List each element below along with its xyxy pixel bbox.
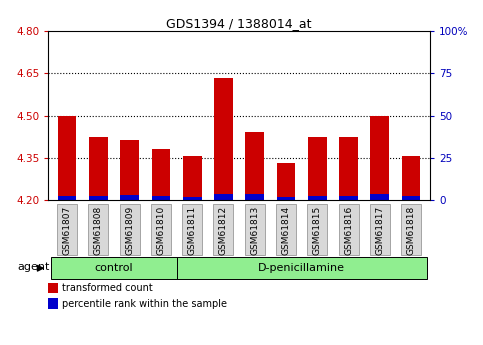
Bar <box>214 78 233 200</box>
Bar <box>48 298 58 309</box>
Text: GSM61817: GSM61817 <box>375 206 384 255</box>
Bar <box>48 283 58 293</box>
Text: GSM61812: GSM61812 <box>219 206 228 255</box>
Text: GSM61810: GSM61810 <box>156 206 165 255</box>
Bar <box>183 197 201 200</box>
Bar <box>57 116 76 200</box>
Bar <box>176 257 427 279</box>
Bar <box>307 204 327 255</box>
Bar <box>214 194 233 200</box>
Text: control: control <box>95 263 133 273</box>
Text: GSM61815: GSM61815 <box>313 206 322 255</box>
Bar <box>152 196 170 200</box>
Bar <box>57 196 76 200</box>
Bar <box>51 257 176 279</box>
Text: GSM61809: GSM61809 <box>125 206 134 255</box>
Bar <box>339 196 358 200</box>
Bar <box>339 137 358 200</box>
Text: transformed count: transformed count <box>62 283 153 293</box>
Text: GSM61808: GSM61808 <box>94 206 103 255</box>
Bar <box>402 156 421 200</box>
Bar <box>151 204 171 255</box>
Bar <box>245 194 264 200</box>
Title: GDS1394 / 1388014_at: GDS1394 / 1388014_at <box>166 17 312 30</box>
Bar <box>245 132 264 200</box>
Bar <box>308 196 327 200</box>
Text: GSM61814: GSM61814 <box>282 206 290 255</box>
Bar <box>89 137 108 200</box>
Bar <box>89 196 108 200</box>
Bar <box>213 204 233 255</box>
Text: agent: agent <box>17 262 49 272</box>
Bar <box>370 194 389 200</box>
Bar <box>120 195 139 200</box>
Bar <box>152 149 170 200</box>
Text: GSM61807: GSM61807 <box>63 206 71 255</box>
Bar <box>276 204 296 255</box>
Bar <box>401 204 421 255</box>
Bar <box>370 204 390 255</box>
Bar <box>120 204 140 255</box>
Text: GSM61813: GSM61813 <box>250 206 259 255</box>
Text: GSM61818: GSM61818 <box>407 206 415 255</box>
Bar <box>183 156 201 200</box>
Text: GSM61811: GSM61811 <box>188 206 197 255</box>
Bar <box>182 204 202 255</box>
Text: D-penicillamine: D-penicillamine <box>258 263 345 273</box>
Bar <box>245 204 265 255</box>
Text: GSM61816: GSM61816 <box>344 206 353 255</box>
Bar <box>402 196 421 200</box>
Bar <box>57 204 77 255</box>
Bar <box>120 139 139 200</box>
Text: percentile rank within the sample: percentile rank within the sample <box>62 299 227 309</box>
Bar <box>339 204 358 255</box>
Bar <box>308 137 327 200</box>
Bar <box>370 116 389 200</box>
Bar <box>277 164 296 200</box>
Bar <box>277 197 296 200</box>
Bar <box>88 204 108 255</box>
